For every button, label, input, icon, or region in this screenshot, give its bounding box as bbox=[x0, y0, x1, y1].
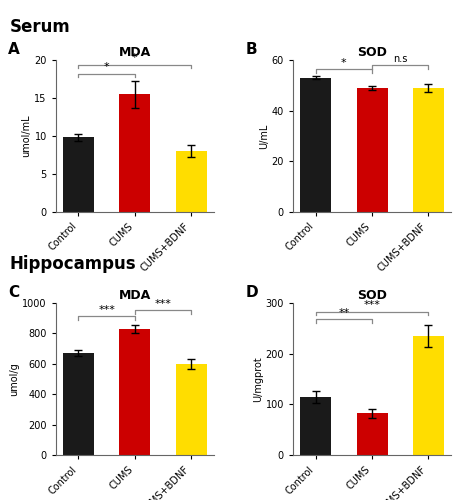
Bar bbox=[300, 397, 331, 455]
Y-axis label: umol/g: umol/g bbox=[9, 362, 20, 396]
Bar bbox=[300, 78, 331, 212]
Bar bbox=[63, 138, 94, 212]
Bar bbox=[176, 364, 207, 455]
Title: MDA: MDA bbox=[119, 289, 151, 302]
Title: MDA: MDA bbox=[119, 46, 151, 59]
Text: **: ** bbox=[338, 308, 349, 318]
Text: ***: *** bbox=[98, 305, 115, 315]
Title: SOD: SOD bbox=[357, 289, 387, 302]
Text: *: * bbox=[341, 58, 346, 68]
Text: ***: *** bbox=[154, 298, 172, 308]
Text: C: C bbox=[8, 285, 20, 300]
Title: SOD: SOD bbox=[357, 46, 387, 59]
Bar bbox=[120, 329, 150, 455]
Text: Hippocampus: Hippocampus bbox=[9, 255, 136, 273]
Text: B: B bbox=[246, 42, 257, 57]
Text: D: D bbox=[246, 285, 258, 300]
Bar bbox=[176, 151, 207, 212]
Y-axis label: U/mL: U/mL bbox=[259, 124, 269, 148]
Text: A: A bbox=[8, 42, 20, 57]
Bar bbox=[357, 414, 387, 455]
Bar bbox=[413, 88, 444, 212]
Text: ***: *** bbox=[364, 300, 380, 310]
Bar bbox=[63, 353, 94, 455]
Bar bbox=[413, 336, 444, 455]
Text: Serum: Serum bbox=[9, 18, 70, 36]
Y-axis label: umol/mL: umol/mL bbox=[21, 114, 32, 158]
Text: n.s: n.s bbox=[393, 54, 407, 64]
Bar bbox=[120, 94, 150, 212]
Text: *: * bbox=[132, 54, 138, 64]
Y-axis label: U/mgprot: U/mgprot bbox=[252, 356, 263, 402]
Bar bbox=[357, 88, 387, 212]
Text: *: * bbox=[104, 62, 109, 72]
